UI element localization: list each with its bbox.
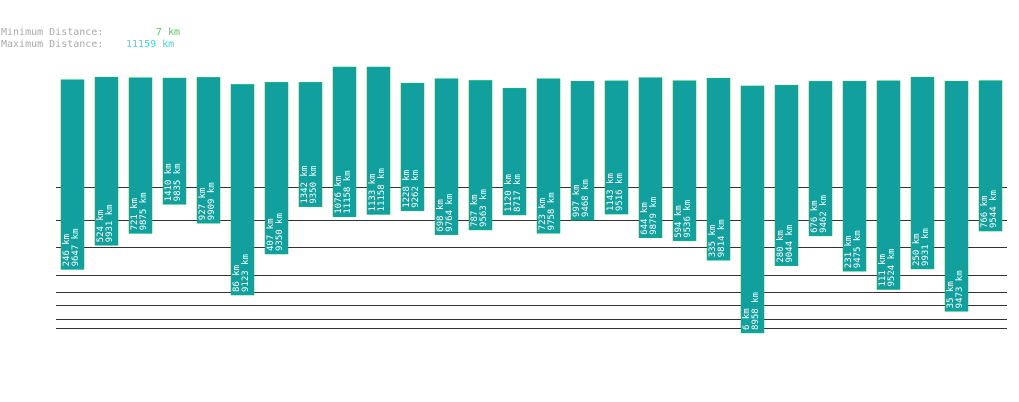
min-value-label: 111 km xyxy=(878,254,888,287)
min-value-label: 766 km xyxy=(980,196,990,229)
max-value-label: 9909 km xyxy=(207,182,217,220)
min-value-label: 594 km xyxy=(674,205,684,238)
bar xyxy=(162,77,187,205)
bar xyxy=(366,66,391,215)
max-value-label: 9875 km xyxy=(139,192,149,230)
max-value-label: 9524 km xyxy=(887,249,897,287)
max-value-label: 9516 km xyxy=(615,173,625,211)
min-value-label: 335 km xyxy=(708,225,718,258)
min-value-label: 787 km xyxy=(470,194,480,227)
max-value-label: 9544 km xyxy=(989,190,999,228)
max-value-label: 9262 km xyxy=(411,170,421,208)
bar xyxy=(842,80,867,272)
max-value-label: 9350 km xyxy=(275,213,285,251)
max-value-label: 9475 km xyxy=(853,230,863,268)
bar xyxy=(536,78,561,234)
min-value-label: 86 km xyxy=(232,265,242,292)
bar xyxy=(468,80,493,231)
max-value-label: 9536 km xyxy=(683,200,693,238)
bar xyxy=(264,82,289,255)
bar xyxy=(332,66,357,218)
min-value-label: 1076 km xyxy=(334,176,344,214)
max-value-label: 9350 km xyxy=(309,166,319,204)
max-value-label: 9468 km xyxy=(581,179,591,217)
min-value-label: 997 km xyxy=(572,185,582,218)
bar xyxy=(298,82,323,207)
min-value-label: 1133 km xyxy=(368,174,378,212)
max-value-label: 9931 km xyxy=(105,204,115,242)
max-value-label: 9758 km xyxy=(547,192,557,230)
max-value-label: 9764 km xyxy=(445,194,455,232)
bar xyxy=(876,80,901,290)
min-value-label: 524 km xyxy=(96,210,106,243)
max-value-label: 9814 km xyxy=(717,219,727,257)
bar xyxy=(978,80,1003,232)
bar xyxy=(128,77,153,234)
max-value-label: 9647 km xyxy=(71,228,81,266)
max-value: 11159 km xyxy=(126,39,174,50)
bar xyxy=(94,76,119,246)
bar xyxy=(196,77,221,224)
max-value-label: 9931 km xyxy=(921,228,931,266)
max-value-label: 9473 km xyxy=(955,270,965,308)
min-value-label: 927 km xyxy=(198,188,208,221)
min-value-label: 280 km xyxy=(776,230,786,263)
min-value: 7 km xyxy=(156,27,180,38)
bar xyxy=(808,81,833,237)
min-value-label: 407 km xyxy=(266,218,276,251)
bar xyxy=(944,80,969,312)
bar xyxy=(570,81,595,221)
max-value-label: 11158 km xyxy=(343,170,353,213)
min-value-label: 250 km xyxy=(912,233,922,266)
min-value-label: 6 km xyxy=(742,308,752,330)
bar xyxy=(60,79,85,270)
bar xyxy=(910,76,935,270)
bar xyxy=(400,82,425,212)
max-value-label: 8717 km xyxy=(513,174,523,212)
max-value-label: 9044 km xyxy=(785,225,795,263)
bar xyxy=(740,85,765,334)
min-value-label: 1228 km xyxy=(402,170,412,208)
min-value-label: 676 km xyxy=(810,200,820,233)
bar xyxy=(706,77,731,261)
max-value-label: 11158 km xyxy=(377,168,387,211)
max-value-label: 9123 km xyxy=(241,254,251,292)
min-value-label: 698 km xyxy=(436,199,446,232)
max-value-label: 9563 km xyxy=(479,189,489,227)
min-value-label: 1342 km xyxy=(300,166,310,204)
bar xyxy=(604,80,629,215)
min-value-label: 1410 km xyxy=(164,163,174,201)
min-value-label: 644 km xyxy=(640,202,650,235)
min-value-label: 1143 km xyxy=(606,173,616,211)
min-value-label: 231 km xyxy=(844,236,854,269)
min-value-label: 721 km xyxy=(130,198,140,231)
bar xyxy=(638,77,663,239)
bar xyxy=(434,78,459,235)
max-label: Maximum Distance: xyxy=(1,39,103,50)
max-value-label: 9462 km xyxy=(819,195,829,233)
min-value-label: 1120 km xyxy=(504,174,514,212)
max-value-label: 9879 km xyxy=(649,197,659,235)
max-value-label: 9835 km xyxy=(173,163,183,201)
max-value-label: 8958 km xyxy=(751,292,761,330)
bar xyxy=(502,87,527,216)
min-value-label: 723 km xyxy=(538,198,548,231)
bar xyxy=(774,84,799,266)
bar xyxy=(672,80,697,242)
min-label: Minimum Distance: xyxy=(1,27,103,38)
min-value-label: 35 km xyxy=(946,281,956,308)
min-value-label: 246 km xyxy=(62,234,72,267)
bar xyxy=(230,84,255,296)
